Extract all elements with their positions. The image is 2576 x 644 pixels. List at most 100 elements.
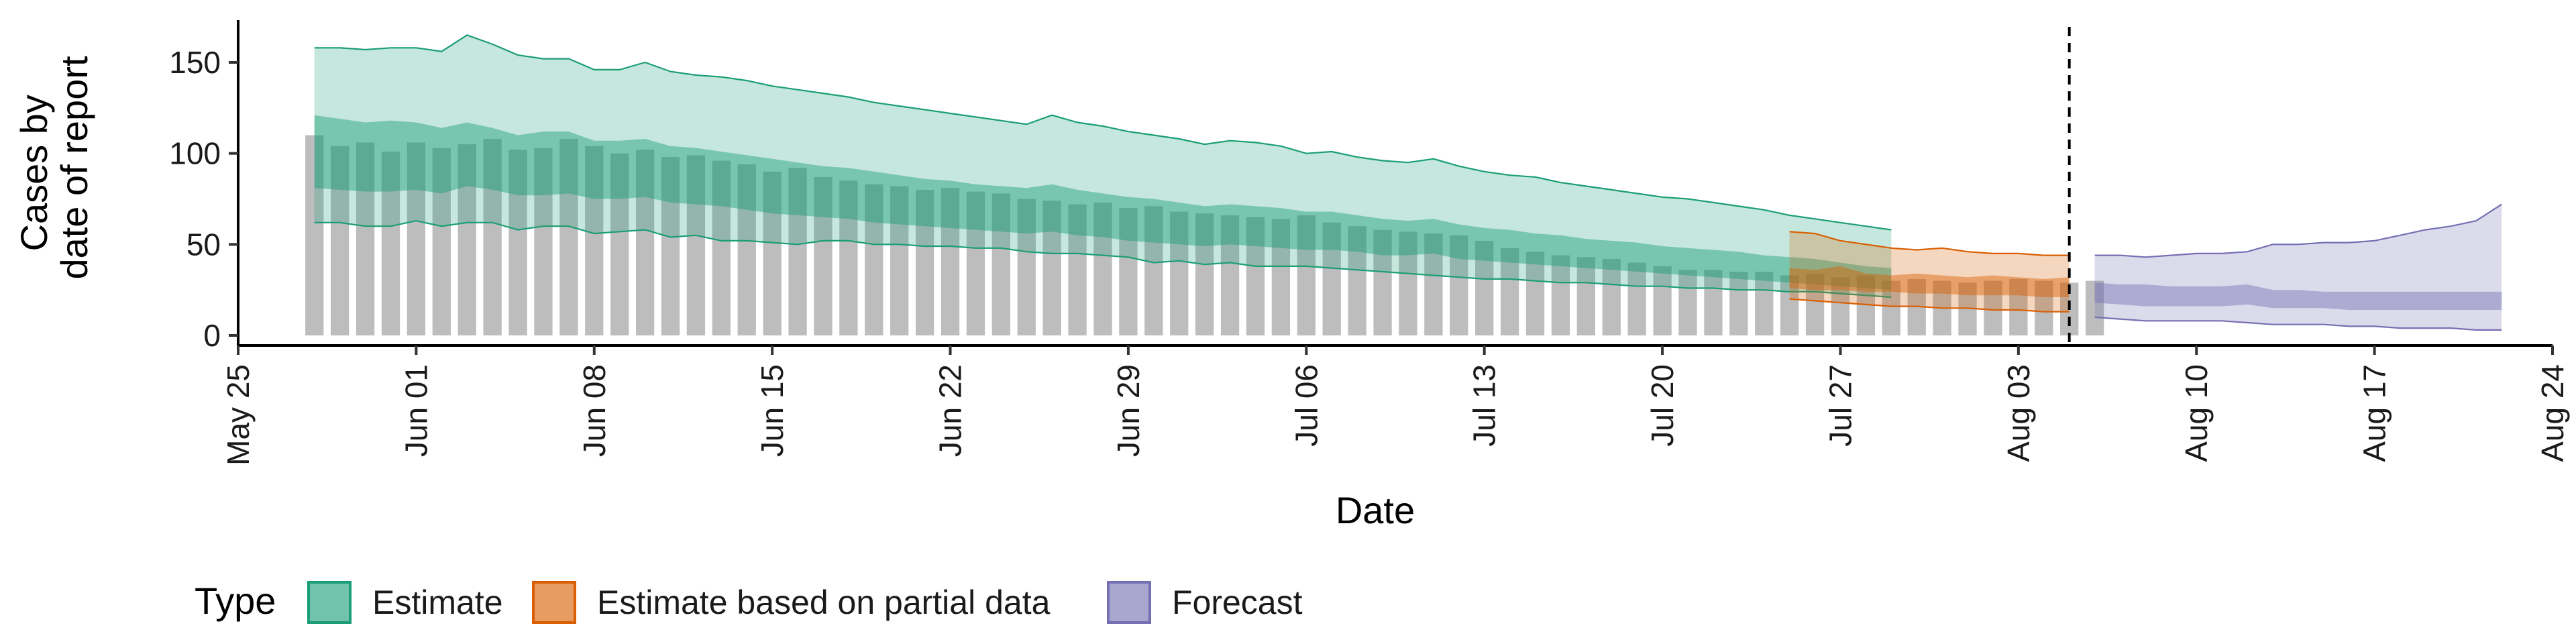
- legend-title: Type: [195, 580, 276, 622]
- bar: [915, 189, 934, 335]
- legend-label: Estimate: [372, 584, 503, 621]
- estimate-based-on-partial-data-inner-band: [1789, 266, 2070, 297]
- x-tick-label: Aug 10: [2179, 364, 2214, 462]
- y-axis-ticks: 0 50 100 150: [169, 45, 238, 353]
- bar: [407, 142, 426, 336]
- bar: [1780, 275, 1799, 335]
- bar: [635, 150, 655, 336]
- x-tick-label: Jun 15: [755, 364, 790, 457]
- bar: [1831, 277, 1850, 335]
- legend-label: Forecast: [1172, 584, 1303, 621]
- bar: [1144, 206, 1163, 335]
- bar: [331, 146, 350, 335]
- bar: [890, 186, 909, 335]
- bar: [1348, 226, 1366, 335]
- bar: [941, 188, 960, 335]
- x-axis-title: Date: [1336, 489, 1415, 531]
- bar: [1805, 273, 1825, 335]
- x-tick-label: Jun 08: [577, 364, 612, 457]
- bar: [305, 135, 324, 336]
- x-tick-label: Jul 06: [1289, 364, 1324, 447]
- estimate-outer-band: [314, 35, 1892, 298]
- bar: [865, 184, 883, 335]
- forecast-outer-band-upper-edge: [2094, 203, 2502, 258]
- bar: [712, 160, 731, 335]
- estimate-inner-band: [314, 115, 1892, 290]
- bar: [1297, 215, 1316, 335]
- bar: [432, 148, 451, 335]
- bar: [1627, 262, 1646, 335]
- bar: [1882, 280, 1900, 335]
- x-tick-label: Jun 29: [1111, 364, 1146, 457]
- bar: [458, 144, 476, 335]
- estimate-based-on-partial-data-outer-band-lower-edge: [1789, 298, 2070, 313]
- x-tick-label: Jun 22: [933, 364, 968, 457]
- bar: [763, 171, 782, 335]
- forecast-outer-band-lower-edge: [2094, 316, 2502, 331]
- bar: [661, 157, 680, 336]
- estimate-based-on-partial-data-outer-band-upper-edge: [1789, 231, 2070, 256]
- bar: [1576, 257, 1595, 335]
- legend-swatch: [1107, 581, 1151, 624]
- bar: [1653, 266, 1672, 335]
- bar: [1424, 233, 1443, 335]
- y-tick-label: 150: [169, 45, 221, 80]
- estimate-outer-band-upper-edge: [314, 34, 1892, 231]
- bar: [2035, 280, 2053, 335]
- bar: [1220, 215, 1240, 335]
- bar: [966, 191, 985, 335]
- bar: [356, 142, 375, 336]
- bar: [839, 180, 858, 335]
- axes: 0 50 100 150 May 25 Jun 01 Jun 08 Jun 15 Jun 22…: [13, 20, 2570, 531]
- bar: [1017, 199, 1036, 335]
- bar: [508, 150, 527, 336]
- bar: [1068, 204, 1087, 335]
- bar: [559, 138, 578, 335]
- x-tick-label: May 25: [221, 364, 256, 466]
- bar: [1602, 259, 1621, 335]
- bar: [1246, 217, 1265, 335]
- plot-area: [305, 27, 2502, 345]
- bar: [1475, 240, 1494, 335]
- forecast-outer-band: [2094, 204, 2502, 330]
- bar: [1450, 235, 1468, 335]
- bar: [1119, 208, 1138, 335]
- estimate-outer-band-lower-edge: [314, 219, 1892, 299]
- bar: [788, 168, 807, 335]
- bar: [1373, 229, 1392, 335]
- y-axis-title: Cases by date of report: [13, 56, 95, 280]
- y-axis-title-line-1: Cases by: [13, 95, 55, 251]
- bar: [991, 193, 1011, 335]
- legend-swatch: [532, 581, 576, 624]
- bar: [381, 151, 400, 335]
- bar: [1984, 280, 2002, 335]
- bar: [1322, 222, 1341, 335]
- bar: [1195, 213, 1214, 335]
- x-axis-ticks: May 25 Jun 01 Jun 08 Jun 15 Jun 22 Jun 29 Jul …: [221, 345, 2570, 466]
- bar: [534, 148, 553, 335]
- bar: [1042, 201, 1061, 335]
- estimate-based-on-partial-data-outer-band: [1789, 231, 2070, 312]
- legend-swatch: [307, 581, 352, 624]
- bar: [814, 176, 833, 335]
- bar: [1755, 272, 1774, 335]
- bar: [2009, 278, 2028, 335]
- y-tick-label: 100: [169, 136, 221, 171]
- x-tick-label: Aug 17: [2357, 364, 2392, 462]
- x-tick-label: Jul 20: [1645, 364, 1680, 447]
- bar: [686, 155, 706, 335]
- bar: [737, 164, 756, 335]
- bar: [1093, 202, 1112, 335]
- bar: [1525, 252, 1545, 335]
- forecast-inner-band: [2094, 282, 2502, 310]
- bar: [585, 146, 604, 335]
- bar: [1271, 219, 1291, 335]
- legend-label: Estimate based on partial data: [597, 584, 1051, 621]
- bar: [1678, 270, 1697, 335]
- bar: [1170, 211, 1189, 335]
- bar: [483, 138, 502, 335]
- x-tick-label: Jun 01: [398, 364, 433, 457]
- bar: [1399, 231, 1417, 335]
- y-tick-label: 0: [203, 318, 221, 353]
